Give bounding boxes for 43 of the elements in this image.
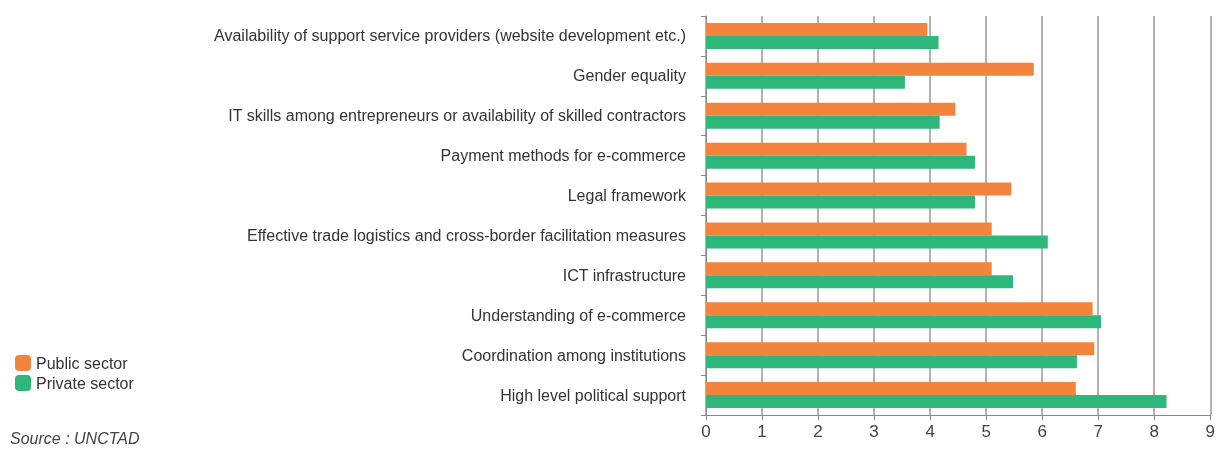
- legend-label: Private sector: [36, 374, 135, 392]
- bar: [706, 302, 1093, 316]
- y-tick-label: Gender equality: [573, 67, 686, 85]
- bar: [706, 182, 1012, 196]
- y-tick-label: Understanding of e-commerce: [470, 306, 687, 324]
- bar: [706, 115, 940, 129]
- y-tick-label: Availability of support service providers (website development etc.): [214, 27, 686, 45]
- bar: [706, 395, 1167, 409]
- bar: [706, 35, 939, 49]
- y-tick-label: High level political support: [500, 386, 687, 404]
- legend-label: Public sector: [36, 354, 129, 372]
- bar: [706, 142, 967, 156]
- y-tick-label: Coordination among institutions: [461, 346, 686, 364]
- bar: [706, 195, 975, 209]
- bar: [706, 222, 992, 236]
- x-tick-label: 7: [1093, 422, 1103, 441]
- y-tick-label: IT skills among entrepreneurs or availability of skilled contractors: [228, 107, 686, 125]
- bar: [706, 75, 905, 89]
- x-tick-label: 9: [1205, 422, 1216, 441]
- bar: [706, 62, 1034, 76]
- x-tick-label: 8: [1149, 422, 1159, 441]
- source-note: Source : UNCTAD: [10, 429, 140, 447]
- bar: [706, 155, 975, 169]
- bar: [706, 355, 1077, 369]
- bar: [706, 342, 1095, 356]
- x-tick-label: 4: [925, 422, 935, 441]
- y-tick-label: Effective trade logistics and cross-border facilitation measures: [246, 226, 686, 244]
- bar: [706, 235, 1048, 249]
- x-tick-label: 5: [981, 422, 991, 441]
- x-tick-label: 1: [757, 422, 767, 441]
- bar: [706, 22, 928, 36]
- bar: [706, 102, 956, 116]
- y-tick-label: Payment methods for e-commerce: [440, 147, 687, 165]
- y-tick-label: ICT infrastructure: [562, 266, 687, 284]
- bar: [706, 275, 1014, 289]
- bar: [706, 315, 1102, 329]
- x-tick-label: 0: [701, 422, 711, 441]
- x-tick-label: 6: [1037, 422, 1047, 441]
- y-tick-label: Legal framework: [567, 187, 687, 205]
- bar: [706, 382, 1076, 396]
- bar: [706, 262, 992, 276]
- x-tick-label: 2: [813, 422, 823, 441]
- x-tick-label: 3: [869, 422, 879, 441]
